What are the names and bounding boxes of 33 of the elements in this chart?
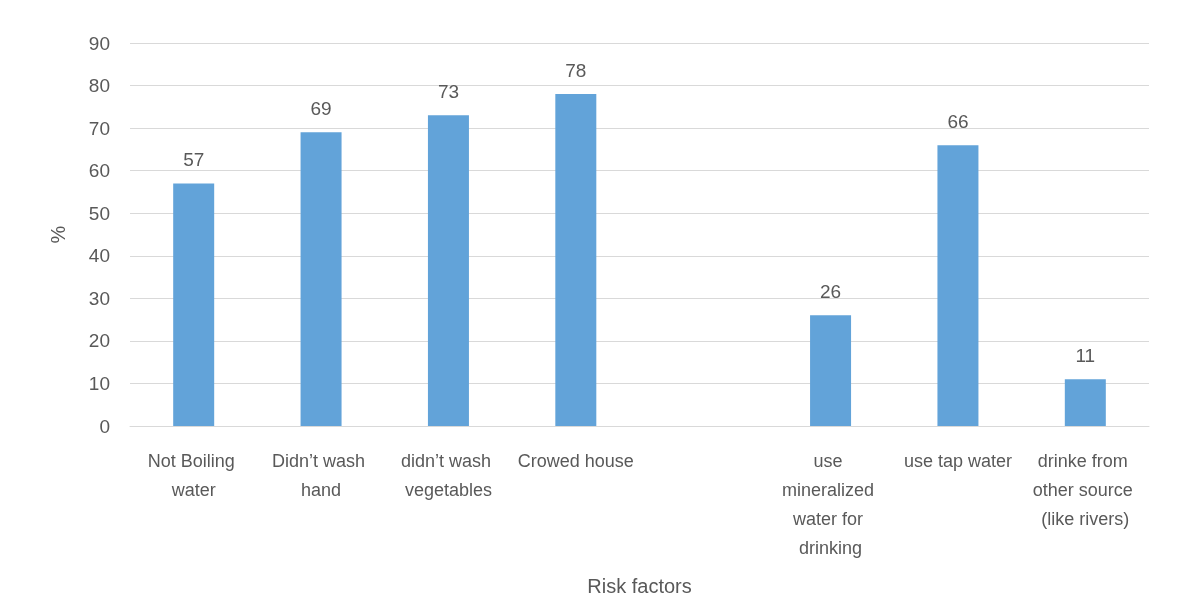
y-tick-label: 60 xyxy=(88,160,110,182)
x-axis-title: Risk factors xyxy=(587,575,692,597)
x-tick-label: use tap water xyxy=(903,450,1012,471)
bar xyxy=(300,132,342,426)
y-tick-label: 30 xyxy=(88,287,110,309)
data-label: 11 xyxy=(1075,345,1096,367)
bar xyxy=(1064,379,1106,426)
bar xyxy=(937,145,979,426)
data-label: 57 xyxy=(183,149,205,171)
x-tick-label: Didn’t wash hand xyxy=(272,450,371,500)
y-tick-label: 20 xyxy=(88,330,110,352)
x-tick-label: use mineralized water for drinking xyxy=(782,450,880,558)
y-tick-label: 70 xyxy=(88,117,110,139)
y-tick-label: 90 xyxy=(88,32,110,54)
y-tick-label: 50 xyxy=(88,202,110,224)
x-tick-label: didn’t wash vegetables xyxy=(400,450,496,500)
y-tick-label: 80 xyxy=(88,75,110,97)
data-label: 69 xyxy=(310,98,332,120)
data-label: 78 xyxy=(565,60,587,82)
y-tick-label: 40 xyxy=(88,245,110,267)
y-tick-label: 10 xyxy=(88,372,110,394)
bar xyxy=(555,94,597,426)
bar xyxy=(427,115,469,426)
data-label: 26 xyxy=(819,281,842,303)
y-axis-title: % xyxy=(47,225,69,244)
bar xyxy=(173,183,215,426)
y-tick-label: 0 xyxy=(99,415,110,437)
x-tick-label: Not Boiling water xyxy=(147,450,240,500)
data-label: 66 xyxy=(947,111,969,133)
bar xyxy=(810,315,852,426)
x-tick-label: drinke from other source (like rivers) xyxy=(1032,450,1138,529)
x-tick-label: Crowed house xyxy=(517,450,634,471)
data-label: 73 xyxy=(437,81,460,103)
